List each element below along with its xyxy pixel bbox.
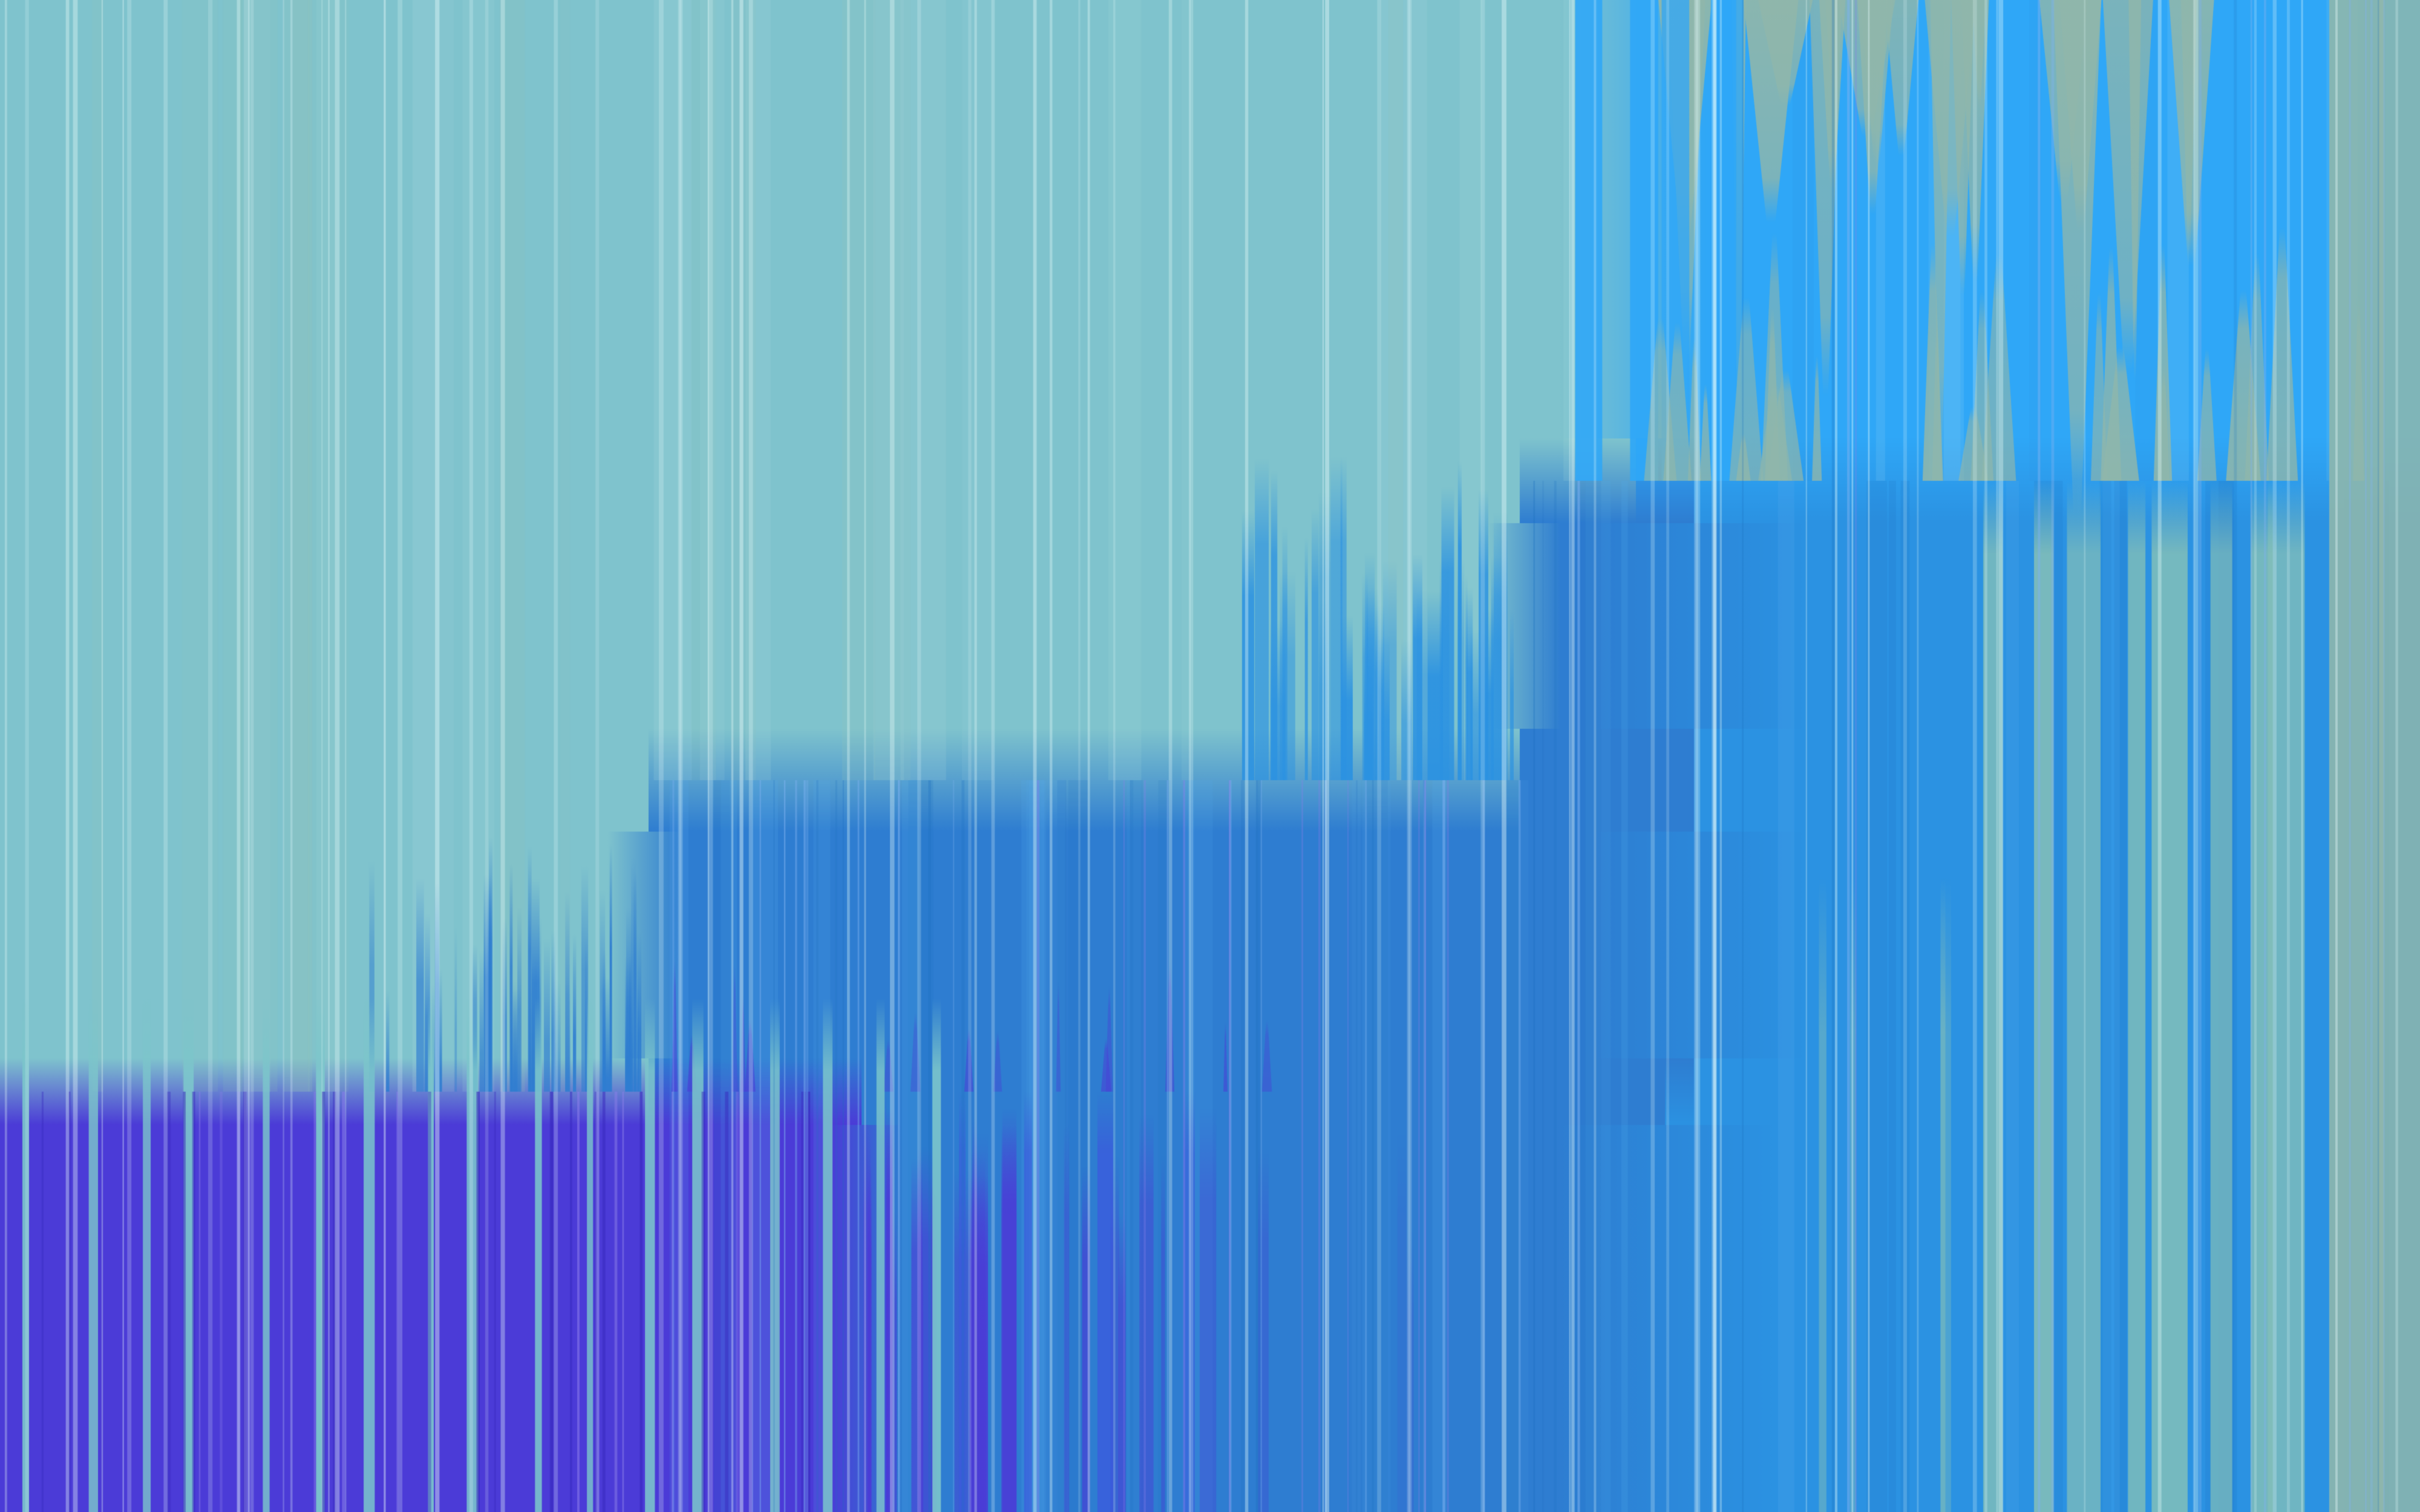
abstract-glitch-artwork	[0, 0, 2420, 1512]
stripe-canvas	[0, 0, 2420, 1512]
